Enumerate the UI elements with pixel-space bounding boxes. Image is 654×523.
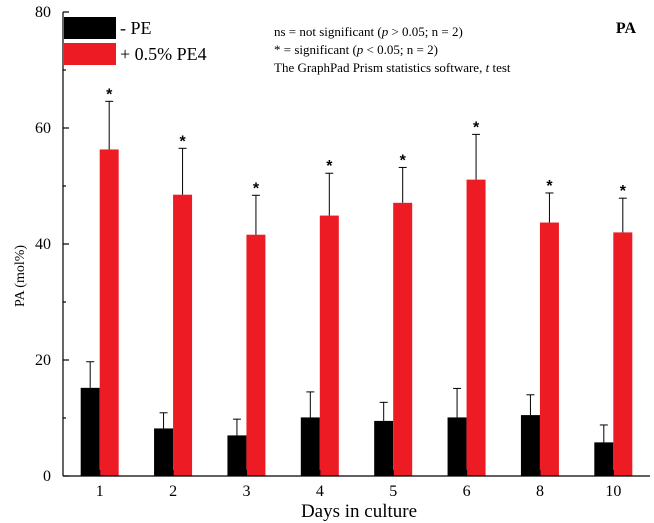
statistics-note-2: * = significant (p < 0.05; n = 2) <box>274 42 438 57</box>
bar-series-1-10 <box>594 442 614 476</box>
statistics-notes: ns = not significant (p > 0.05; n = 2)* … <box>274 24 511 75</box>
bar-series-2-8 <box>539 222 559 476</box>
x-tick-label: 4 <box>316 483 324 500</box>
significance-marker-3: * <box>253 180 260 197</box>
bar-series-1-6 <box>447 417 467 476</box>
note-fragment: The GraphPad Prism statistics software, <box>274 60 486 75</box>
bar-series-1-8 <box>520 415 540 476</box>
bar-series-1-2 <box>154 428 174 476</box>
x-tick-label: 10 <box>605 483 621 500</box>
statistics-note-1: ns = not significant (p > 0.05; n = 2) <box>274 24 463 39</box>
x-tick-label: 5 <box>389 483 397 500</box>
y-axis-label: PA (mol%) <box>13 245 28 307</box>
y-tick-label: 80 <box>35 4 51 21</box>
bar-series-2-6 <box>466 179 486 476</box>
note-fragment: ns = not significant ( <box>274 24 382 39</box>
significance-marker-2: * <box>179 133 186 150</box>
legend-label-2: + 0.5% PE4 <box>120 44 207 64</box>
y-tick-label: 60 <box>35 120 51 137</box>
statistics-note-3: The GraphPad Prism statistics software, … <box>274 60 511 75</box>
significance-marker-10: * <box>620 183 627 200</box>
plot-area: * * * * * * * * <box>80 86 633 476</box>
legend-label-1: - PE <box>120 18 152 38</box>
y-tick-label: 40 <box>35 236 51 253</box>
bar-series-1-4 <box>300 417 320 476</box>
legend-swatch-2 <box>64 43 116 65</box>
note-fragment: * = significant ( <box>274 42 357 57</box>
x-tick-label: 3 <box>242 483 250 500</box>
bar-series-1-5 <box>374 420 394 476</box>
note-fragment: > 0.05; n = 2) <box>388 24 463 39</box>
axes: 0 20 40 60 80 1 2 3 4 5 6 8 10 <box>35 4 650 500</box>
significance-marker-5: * <box>400 152 407 169</box>
x-tick-label: 6 <box>463 483 471 500</box>
legend-swatch-1 <box>64 17 116 39</box>
bar-series-2-2 <box>173 194 193 476</box>
x-tick-label: 8 <box>536 483 544 500</box>
bar-series-2-1 <box>99 149 119 476</box>
panel-label: PA <box>616 20 637 37</box>
note-fragment: test <box>489 60 511 75</box>
bar-series-2-10 <box>613 232 633 476</box>
bar-series-2-4 <box>319 215 339 476</box>
note-fragment: p <box>381 24 389 39</box>
bar-series-2-5 <box>393 202 413 476</box>
y-tick-label: 0 <box>43 468 51 485</box>
x-tick-label: 2 <box>169 483 177 500</box>
y-tick-label: 20 <box>35 352 51 369</box>
bar-series-2-3 <box>246 234 266 476</box>
bar-series-1-3 <box>227 435 247 476</box>
significance-marker-4: * <box>326 158 333 175</box>
note-fragment: < 0.05; n = 2) <box>363 42 438 57</box>
bar-series-1-1 <box>80 387 100 476</box>
significance-marker-1: * <box>106 86 113 103</box>
significance-marker-8: * <box>546 178 553 195</box>
legend: - PE + 0.5% PE4 <box>64 17 207 65</box>
note-fragment: t <box>486 60 490 75</box>
x-tick-label: 1 <box>96 483 104 500</box>
x-axis-label: Days in culture <box>301 501 417 522</box>
note-fragment: p <box>356 42 364 57</box>
significance-marker-6: * <box>473 119 480 136</box>
